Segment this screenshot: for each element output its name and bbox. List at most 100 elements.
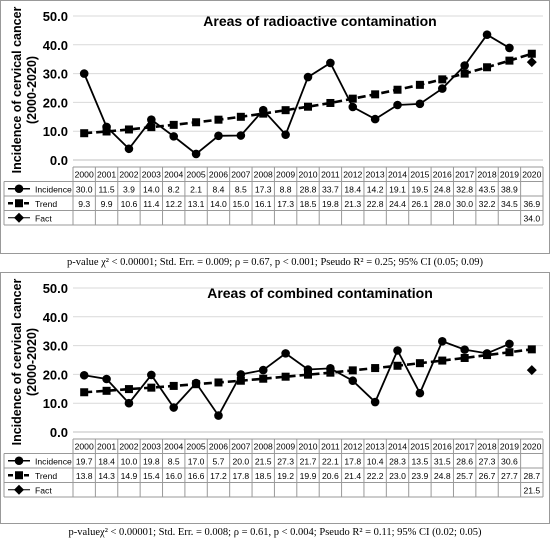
data-label-incidence: 8.8: [280, 184, 292, 194]
data-point-trend: [326, 98, 335, 107]
data-point-fact: [526, 365, 537, 376]
x-tick-label: 2001: [97, 170, 116, 180]
x-tick-label: 2014: [388, 442, 407, 452]
data-point-incidence: [236, 370, 246, 379]
data-label-trend: 26.7: [479, 471, 496, 481]
chart-panel-combined: 0.0 10.0 20.0 30.0 40.0 50.0 Areas of combined…: [0, 272, 550, 524]
data-point-trend: [460, 69, 469, 78]
data-point-incidence: [258, 365, 268, 375]
legend-marker-fact: [14, 212, 24, 223]
data-label-incidence: 43.5: [479, 184, 496, 194]
data-point-trend: [304, 102, 312, 111]
x-tick-label: 2003: [142, 442, 161, 452]
data-label-incidence: 33.7: [322, 184, 339, 194]
data-point-incidence: [147, 115, 156, 124]
data-label-trend: 14.9: [121, 471, 138, 481]
x-tick-label: 2004: [164, 442, 183, 452]
data-label-trend: 10.6: [121, 199, 138, 209]
chart-radioactive: 0.0 10.0 20.0 30.0 40.0 50.0 Areas of radioact…: [3, 6, 544, 226]
data-point-trend: [438, 356, 447, 365]
data-label-incidence: 11.5: [99, 184, 115, 194]
data-point-incidence: [281, 130, 290, 139]
data-label-trend: 15.4: [143, 471, 160, 481]
data-point-incidence: [79, 370, 89, 380]
x-tick-label: 2019: [500, 442, 519, 452]
data-label-incidence: 8.2: [168, 184, 180, 194]
chart-title: Areas of radioactive contamination: [203, 13, 436, 29]
y-axis-label-line: Incidence of cervical cancer: [10, 6, 24, 173]
data-label-incidence: 28.8: [300, 184, 317, 194]
data-label-incidence: 10.4: [367, 456, 384, 466]
data-point-incidence: [437, 336, 447, 346]
data-point-incidence: [79, 69, 89, 78]
data-label-trend: 32.2: [479, 199, 496, 209]
data-label-incidence: 30.0: [76, 184, 93, 194]
data-label-incidence: 17.8: [344, 456, 361, 466]
legend-label: Fact: [35, 213, 52, 223]
data-point-incidence: [169, 132, 179, 141]
data-point-incidence: [370, 114, 380, 124]
y-tick-label: 40.0: [43, 310, 68, 325]
data-label-incidence: 10.0: [121, 456, 138, 466]
data-label-incidence: 20.0: [232, 456, 249, 466]
x-tick-label: 2015: [410, 170, 429, 180]
data-label-trend: 15.0: [232, 199, 249, 209]
data-label-incidence: 31.5: [434, 456, 451, 466]
y-axis-label: Incidence of cervical cancer(2000-2020): [10, 278, 39, 445]
legend-label: Incidence: [35, 184, 72, 194]
data-label-trend: 9.9: [101, 199, 113, 209]
y-axis-label-line: (2000-2020): [25, 328, 39, 396]
x-tick-label: 2008: [254, 170, 273, 180]
data-label-incidence: 21.7: [300, 456, 317, 466]
data-point-incidence: [393, 346, 402, 355]
data-label-trend: 23.0: [389, 471, 406, 481]
x-tick-label: 2016: [433, 442, 452, 452]
legend-label: Trend: [35, 199, 57, 209]
x-tick-label: 2010: [298, 442, 317, 452]
data-point-incidence: [214, 411, 223, 420]
x-tick-label: 2020: [522, 170, 541, 180]
data-point-trend: [214, 115, 223, 124]
legend-marker-incidence: [14, 184, 24, 194]
data-label-trend: 22.8: [367, 199, 384, 209]
data-point-trend: [281, 106, 290, 115]
data-point-trend: [438, 75, 447, 84]
y-tick-label: 10.0: [43, 396, 68, 411]
data-point-trend: [236, 112, 245, 121]
data-point-trend: [124, 385, 133, 394]
data-label-incidence: 28.3: [389, 456, 406, 466]
data-point-incidence: [348, 102, 358, 112]
x-tick-label: 2016: [433, 170, 452, 180]
data-label-trend: 23.9: [412, 471, 429, 481]
data-point-trend: [348, 366, 357, 375]
chart-title: Areas of combined contamination: [207, 285, 433, 301]
x-tick-label: 2017: [455, 170, 474, 180]
data-label-trend: 34.5: [501, 199, 518, 209]
data-label-incidence: 19.1: [389, 184, 406, 194]
stats-caption-combined: p-valueχ² < 0.00001; Std. Err. = 0.008; …: [68, 527, 482, 538]
x-tick-label: 2005: [187, 442, 206, 452]
legend-label: Trend: [35, 471, 57, 481]
data-label-trend: 16.0: [165, 471, 182, 481]
data-point-incidence: [348, 376, 358, 386]
data-point-trend: [102, 127, 111, 136]
x-tick-label: 2002: [119, 170, 138, 180]
data-point-fact: [526, 57, 537, 68]
data-point-trend: [169, 381, 178, 390]
y-axis-label-line: Incidence of cervical cancer: [10, 278, 24, 445]
data-point-trend: [393, 361, 402, 370]
data-label-trend: 17.3: [277, 199, 294, 209]
x-tick-label: 2013: [366, 170, 385, 180]
data-point-incidence: [303, 72, 313, 82]
x-tick-label: 2010: [298, 170, 317, 180]
data-label-trend: 20.6: [322, 471, 339, 481]
data-label-incidence: 8.4: [212, 184, 224, 194]
data-label-incidence: 28.6: [456, 456, 473, 466]
x-tick-label: 2009: [276, 170, 295, 180]
data-label-incidence: 18.4: [344, 184, 361, 194]
data-point-incidence: [415, 388, 425, 398]
data-label-incidence: 5.7: [212, 456, 224, 466]
x-tick-label: 2005: [187, 170, 206, 180]
legend-marker-trend: [15, 199, 23, 208]
data-point-trend: [304, 370, 312, 379]
